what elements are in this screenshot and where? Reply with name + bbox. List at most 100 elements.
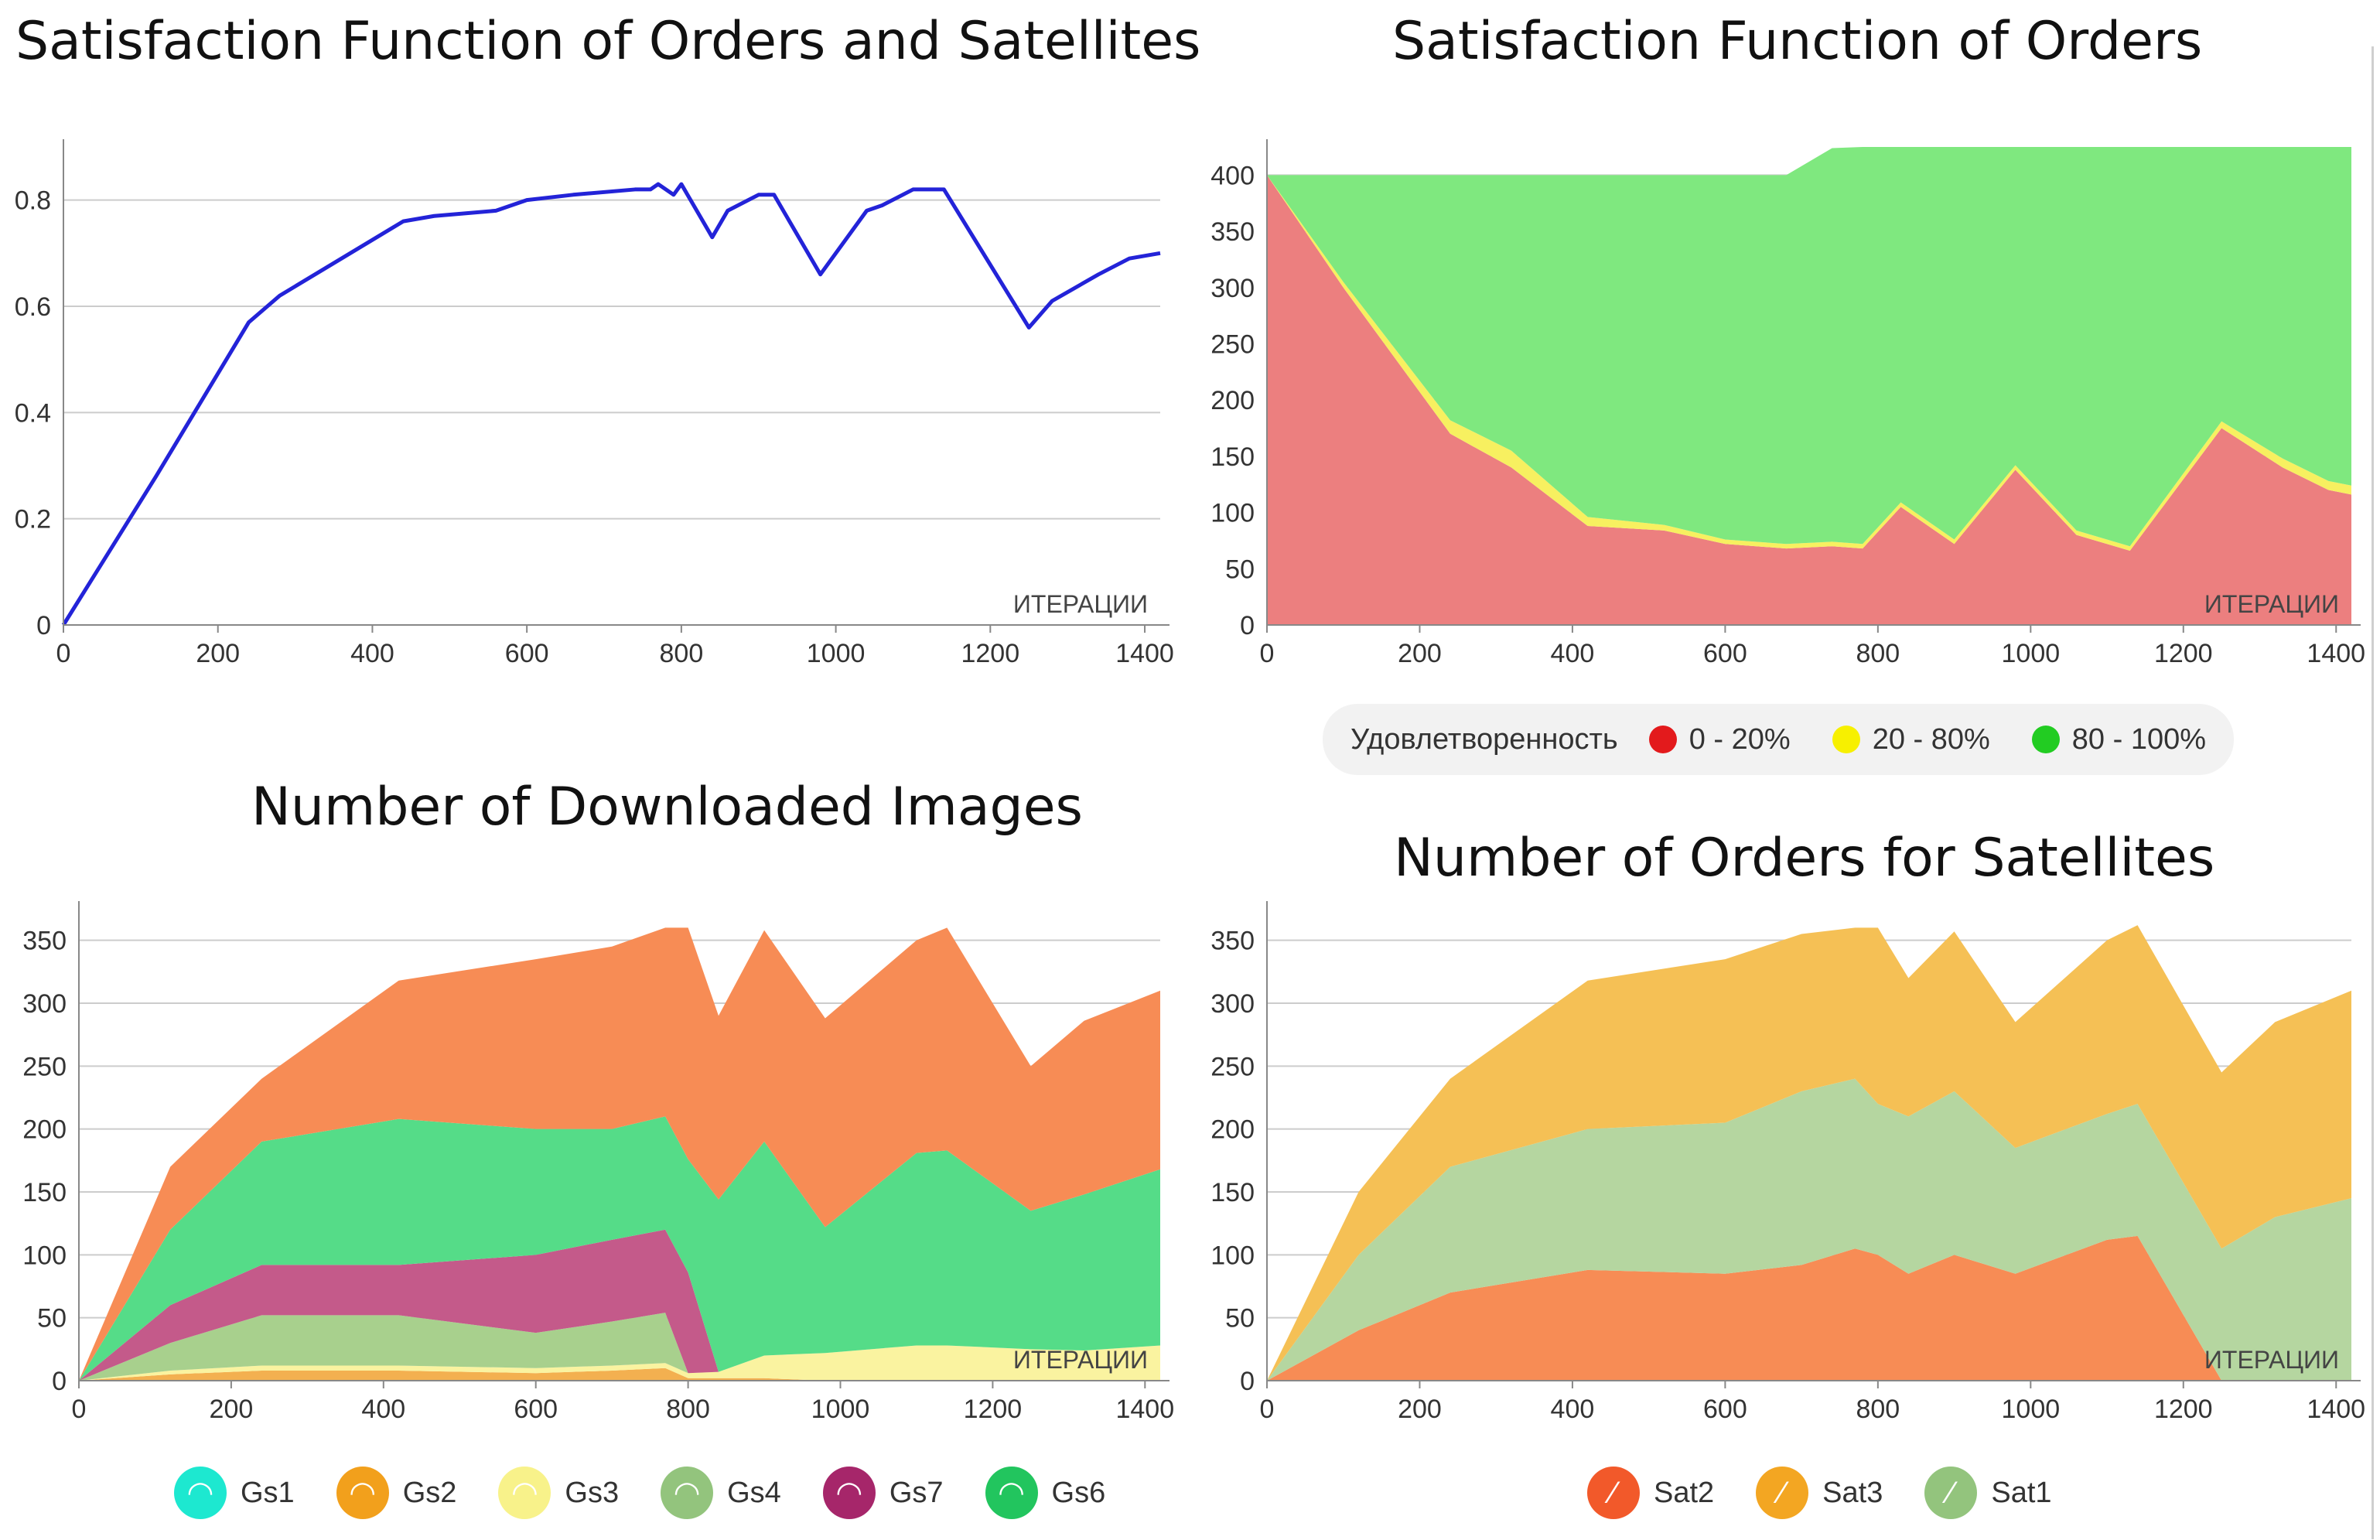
legend-item-sat3[interactable]: ∕ Sat3: [1756, 1467, 1883, 1519]
x-tick-label: 400: [1551, 1395, 1595, 1424]
y-tick-label: 0: [52, 1367, 67, 1396]
area-Gs1: [79, 927, 1160, 1381]
wifi-icon: ◠: [822, 1467, 876, 1519]
legend-label: Gs2: [402, 1476, 457, 1509]
y-tick-label: 0: [36, 611, 51, 640]
chart-orders-for-satellites: 0 50 100 150 200 250 300 350 0 200 400 600 800 1000 12…: [1210, 901, 2365, 1424]
legend-downloaded-images: ◠ Gs1 ◠ Gs2 ◠ Gs3 ◠ Gs4 ◠ Gs7 ◠ Gs6: [174, 1467, 1105, 1519]
x-tick-label: 800: [1856, 1395, 1900, 1424]
y-tick-label: 300: [1210, 274, 1255, 303]
x-tick-label: 400: [361, 1395, 405, 1424]
legend-item-gs2[interactable]: ◠ Gs2: [336, 1467, 457, 1519]
title-bottom-left: Number of Downloaded Images: [251, 777, 1083, 838]
x-tick-label: 1400: [1115, 1395, 1174, 1424]
x-tick-label: 1200: [2154, 1395, 2213, 1424]
area-Gs4: [79, 1313, 1160, 1381]
chart-orders-satisfaction: 0 50 100 150 200 250 300 350 400 0 200 400 600 800 100…: [1210, 139, 2365, 668]
x-tick-label: 600: [1703, 1395, 1747, 1424]
y-tick-label: 200: [1210, 1115, 1255, 1145]
legend-item-80-100[interactable]: 80 - 100%: [2031, 722, 2207, 756]
x-tick-label: 1000: [2002, 639, 2061, 668]
y-tick-label: 0: [1240, 1367, 1255, 1396]
y-tick-label: 250: [22, 1052, 67, 1081]
legend-item-gs3[interactable]: ◠ Gs3: [498, 1467, 619, 1519]
y-tick-label: 300: [1210, 989, 1255, 1019]
x-axis-label: ИТЕРАЦИИ: [1013, 590, 1148, 618]
series-line-satisfaction: [61, 182, 1161, 627]
title-top-left: Satisfaction Function of Orders and Sate…: [15, 11, 1201, 72]
x-tick-label: 400: [1551, 639, 1595, 668]
x-tick-label: 200: [1398, 639, 1442, 668]
legend-item-gs6[interactable]: ◠ Gs6: [985, 1467, 1105, 1519]
legend-item-sat1[interactable]: ∕ Sat1: [1924, 1467, 2052, 1519]
y-tick-label: 350: [1210, 927, 1255, 956]
x-tick-label: 1400: [1115, 639, 1174, 668]
x-tick-label: 0: [72, 1395, 87, 1424]
legend-item-0-20[interactable]: 0 - 20%: [1648, 722, 1791, 756]
link-icon: ∕: [1924, 1467, 1978, 1519]
wifi-icon: ◠: [498, 1467, 551, 1519]
legend-orders-for-satellites: ∕ Sat2 ∕ Sat3 ∕ Sat1: [1587, 1467, 2052, 1519]
x-tick-label: 1200: [961, 639, 1019, 668]
y-tick-label: 50: [1225, 1304, 1255, 1333]
y-tick-label: 0.2: [15, 505, 51, 534]
x-tick-label: 600: [505, 639, 549, 668]
legend-orders-satisfaction: Удовлетворенность 0 - 20% 20 - 80% 80 - …: [1323, 704, 2235, 775]
y-tick-label: 0: [1240, 611, 1255, 640]
y-tick-label: 100: [1210, 1241, 1255, 1270]
y-tick-label: 0.8: [15, 186, 51, 216]
legend-label: Gs3: [565, 1476, 620, 1509]
y-tick-label: 250: [1210, 330, 1255, 359]
y-tick-label: 50: [37, 1304, 67, 1333]
wifi-icon: ◠: [174, 1467, 227, 1519]
y-tick-label: 150: [22, 1178, 67, 1207]
link-icon: ∕: [1756, 1467, 1809, 1519]
wifi-icon: ◠: [336, 1467, 389, 1519]
x-tick-label: 800: [660, 639, 704, 668]
legend-label: 80 - 100%: [2071, 722, 2207, 756]
y-tick-label: 350: [1210, 217, 1255, 247]
x-tick-label: 1400: [2307, 1395, 2365, 1424]
y-tick-label: 150: [1210, 1178, 1255, 1207]
y-tick-label: 350: [22, 927, 67, 956]
area-Sat3: [1267, 925, 2351, 1381]
legend-item-gs4[interactable]: ◠ Gs4: [661, 1467, 781, 1519]
x-tick-label: 0: [1260, 639, 1275, 668]
x-tick-label: 1000: [2002, 1395, 2061, 1424]
title-bottom-right: Number of Orders for Satellites: [1394, 828, 2215, 889]
x-tick-label: 400: [350, 639, 394, 668]
legend-item-gs1[interactable]: ◠ Gs1: [174, 1467, 295, 1519]
legend-item-20-80[interactable]: 20 - 80%: [1832, 723, 1990, 756]
y-tick-label: 0.4: [15, 398, 51, 428]
y-tick-label: 200: [1210, 386, 1255, 415]
x-tick-label: 1200: [964, 1395, 1023, 1424]
red-dot-icon: [1648, 726, 1677, 753]
x-tick-label: 1000: [811, 1395, 870, 1424]
divider-line: [2371, 46, 2374, 1539]
chart-satisfaction-line: 0 0.2 0.4 0.6 0.8 0 200 400 600 800 1000 1200 1400 ИТ…: [15, 139, 1174, 668]
legend-label: Gs1: [241, 1476, 295, 1509]
area-Gs7: [79, 1229, 1160, 1381]
x-tick-label: 800: [666, 1395, 710, 1424]
legend-title: Удовлетворенность: [1350, 722, 1618, 756]
x-tick-label: 200: [196, 639, 240, 668]
legend-item-gs7[interactable]: ◠ Gs7: [822, 1467, 944, 1519]
wifi-icon: ◠: [985, 1467, 1038, 1519]
legend-label: Gs4: [727, 1476, 781, 1509]
green-dot-icon: [2031, 726, 2060, 753]
area-Gs2: [79, 1368, 1160, 1381]
y-tick-label: 100: [1210, 499, 1255, 528]
legend-item-sat2[interactable]: ∕ Sat2: [1587, 1467, 1714, 1519]
area-Sat1: [1267, 1078, 2351, 1381]
x-axis-label: ИТЕРАЦИИ: [2204, 590, 2339, 618]
wifi-icon: ◠: [661, 1467, 714, 1519]
legend-label: 20 - 80%: [1872, 722, 1990, 756]
yellow-dot-icon: [1832, 726, 1860, 753]
x-tick-label: 0: [56, 639, 71, 668]
x-tick-label: 600: [1703, 639, 1747, 668]
area-80-100-: [1267, 147, 2351, 547]
x-tick-label: 0: [1260, 1395, 1275, 1424]
y-tick-label: 150: [1210, 442, 1255, 472]
legend-label: 0 - 20%: [1689, 722, 1791, 756]
